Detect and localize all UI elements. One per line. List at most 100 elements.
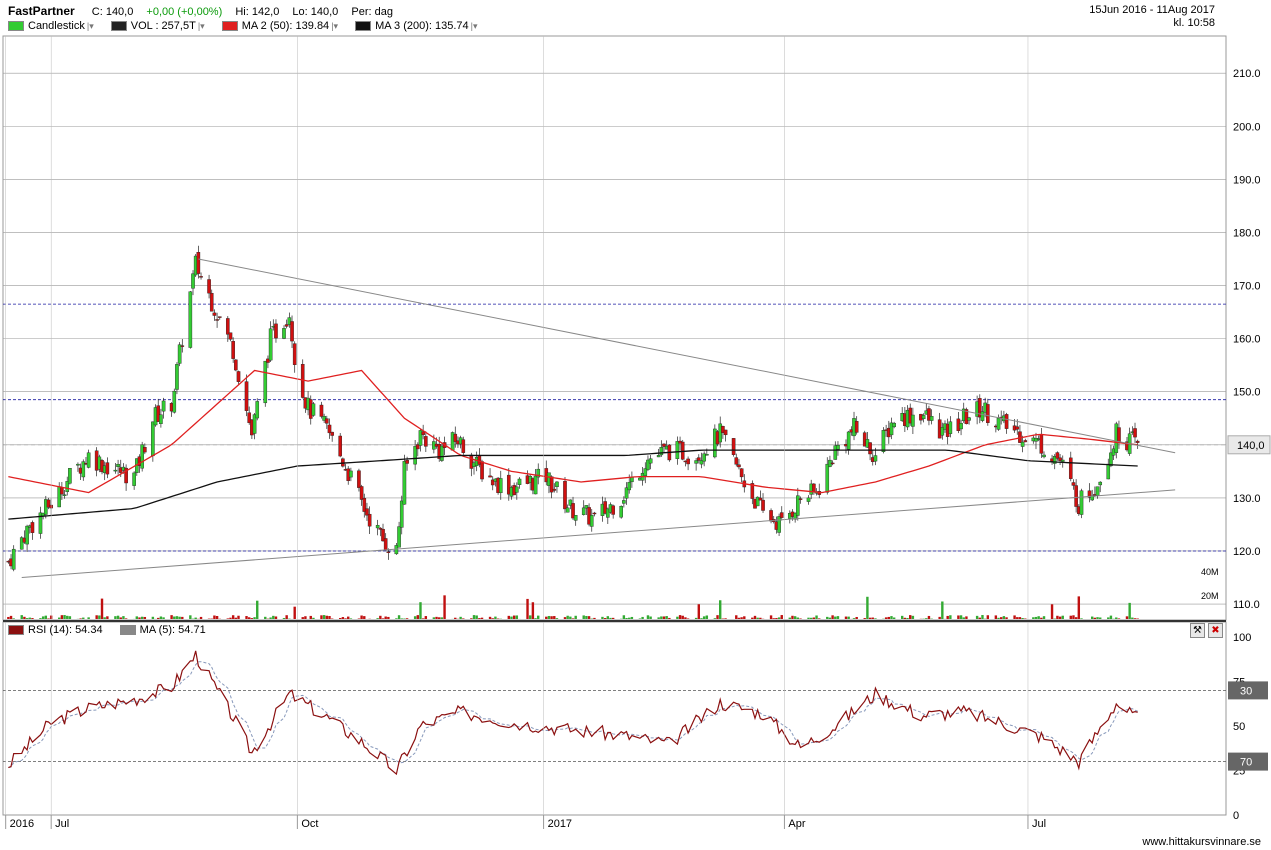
candle-body xyxy=(611,505,615,515)
candle-body xyxy=(38,512,43,534)
candle-body xyxy=(199,276,203,278)
volume-bar xyxy=(938,616,941,619)
volume-bar xyxy=(122,616,125,619)
volume-bar xyxy=(1093,617,1097,619)
chevron-down-icon[interactable]: |▾ xyxy=(197,21,205,31)
volume-bar xyxy=(574,615,577,619)
candle-body xyxy=(798,498,803,500)
volume-bar xyxy=(515,615,519,619)
volume-bar xyxy=(31,618,34,619)
volume-bar xyxy=(807,617,810,619)
volume-bar xyxy=(660,616,663,619)
candle-body xyxy=(1109,452,1113,467)
candle-body xyxy=(1004,414,1009,429)
candle-body xyxy=(694,460,698,464)
candle-body xyxy=(881,430,886,452)
candle-body xyxy=(793,512,797,520)
wrench-icon[interactable]: ⚒ xyxy=(1190,623,1205,638)
volume-bar xyxy=(965,616,968,619)
volume-bar xyxy=(603,618,607,619)
candle-body xyxy=(723,429,728,436)
y-tick-label: 190.0 xyxy=(1233,174,1261,186)
candle-body xyxy=(338,435,342,457)
candle-body xyxy=(86,452,91,468)
volume-bar xyxy=(1074,617,1078,619)
volume-bar xyxy=(140,616,144,619)
candle-body xyxy=(533,475,538,495)
volume-bar xyxy=(735,615,738,619)
rsi-tick-label: 100 xyxy=(1233,632,1251,644)
y-tick-label: 130.0 xyxy=(1233,493,1261,505)
candle-body xyxy=(643,468,648,476)
y-tick-label: 120.0 xyxy=(1233,546,1261,558)
candle-body xyxy=(1060,459,1065,462)
volume-bar xyxy=(555,618,559,619)
candle-body xyxy=(325,418,329,424)
candle-body xyxy=(413,446,417,465)
candle-body xyxy=(105,462,110,475)
volume-bar xyxy=(325,615,329,619)
legend-volume-label: VOL : 257,5T xyxy=(130,20,196,32)
legend-volume[interactable]: VOL : 257,5T |▾ xyxy=(110,20,205,32)
candle-body xyxy=(244,381,249,411)
candle-body xyxy=(359,486,364,500)
volume-bar xyxy=(157,617,160,619)
volume-bar xyxy=(638,618,642,619)
candle-body xyxy=(603,501,607,514)
current-price-label: 140,0 xyxy=(1237,440,1265,452)
chevron-down-icon[interactable]: |▾ xyxy=(331,21,339,31)
candle-body xyxy=(399,500,404,528)
volume-bar xyxy=(799,618,802,619)
volume-bar xyxy=(1128,602,1131,619)
volume-bar xyxy=(788,617,791,619)
candle-body xyxy=(648,458,653,464)
volume-bar xyxy=(475,615,478,619)
candlesticks xyxy=(6,245,1140,572)
volume-bar xyxy=(143,616,147,619)
candle-body xyxy=(175,364,179,390)
candle-body xyxy=(236,371,241,382)
volume-bar xyxy=(702,616,706,619)
candle-body xyxy=(517,478,522,485)
candle-body xyxy=(68,468,72,484)
candle-body xyxy=(416,444,420,450)
candle-body xyxy=(606,508,610,518)
volume-bar xyxy=(855,616,858,619)
legend-ma50[interactable]: MA 2 (50): 139.84 |▾ xyxy=(221,20,339,32)
volume-bar xyxy=(531,602,535,619)
candle-body xyxy=(750,483,755,499)
candle-body xyxy=(662,443,666,447)
candle-body xyxy=(330,431,334,436)
candle-body xyxy=(581,507,586,515)
volume-bar xyxy=(1037,616,1040,619)
volume-bar xyxy=(630,616,634,619)
candle-body xyxy=(624,487,629,499)
x-tick-label: 2016 xyxy=(10,818,34,830)
candle-body xyxy=(686,458,690,465)
chevron-down-icon[interactable]: |▾ xyxy=(86,21,94,31)
close-icon[interactable]: ✖ xyxy=(1208,623,1223,638)
timestamp: kl. 10:58 xyxy=(1173,17,1215,29)
volume-bar xyxy=(82,617,85,619)
chevron-down-icon[interactable]: |▾ xyxy=(470,21,478,31)
candle-body xyxy=(779,512,784,518)
footer-url[interactable]: www.hittakursvinnare.se xyxy=(1142,836,1261,848)
volume-bar xyxy=(569,616,572,619)
legend-ma200[interactable]: MA 3 (200): 135.74 |▾ xyxy=(355,20,478,32)
volume-bars xyxy=(7,595,1139,619)
candle-body xyxy=(116,463,120,468)
volume-bar xyxy=(234,617,238,619)
legend-rsi-ma[interactable]: MA (5): 54.71 xyxy=(119,624,206,636)
trendline xyxy=(198,258,1176,454)
candle-body xyxy=(761,499,765,511)
legend-rsi[interactable]: RSI (14): 54.34 xyxy=(8,624,103,636)
volume-bar xyxy=(719,600,722,619)
volume-bar xyxy=(611,617,615,619)
candle-body xyxy=(571,503,575,519)
legend-candlestick[interactable]: Candlestick |▾ xyxy=(8,20,94,32)
volume-bar xyxy=(7,616,10,619)
volume-bar xyxy=(1050,604,1054,619)
volume-bar xyxy=(231,615,235,619)
volume-bar xyxy=(887,616,891,619)
